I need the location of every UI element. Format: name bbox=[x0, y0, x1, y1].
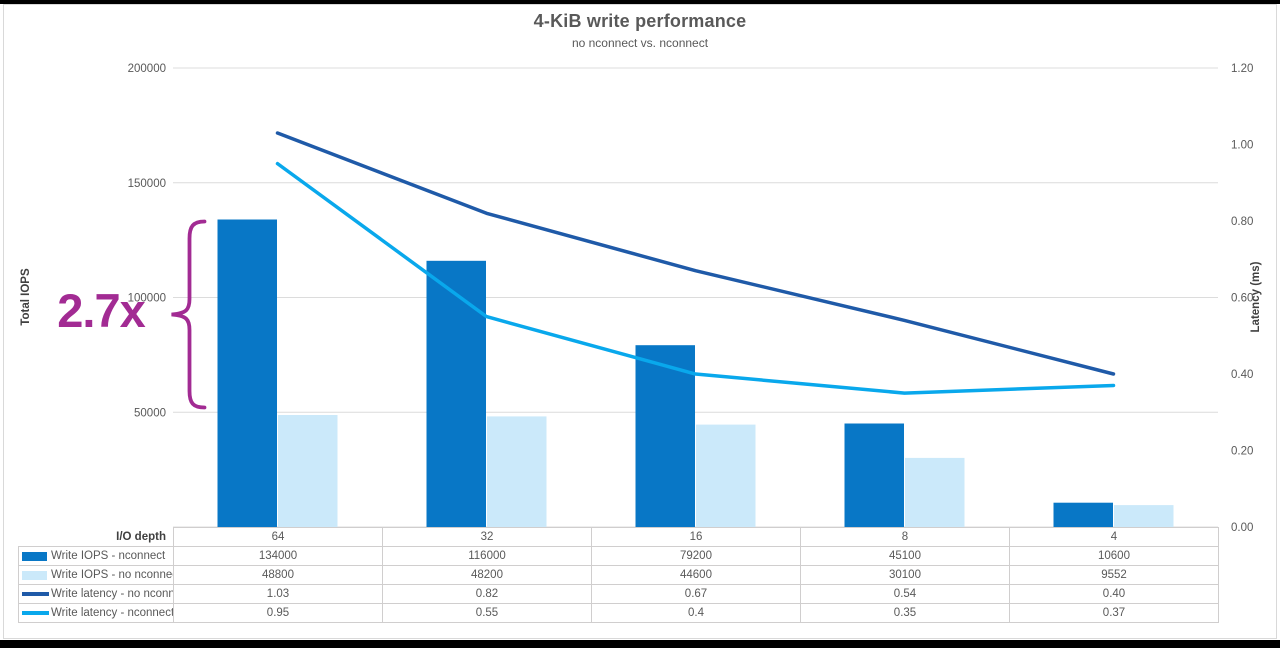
bar-write-iops-nconnect bbox=[635, 345, 695, 527]
right-axis-tick: 1.00 bbox=[1231, 140, 1253, 152]
series-name: Write latency - no nconnect bbox=[51, 588, 173, 600]
series-label-inner: Write IOPS - no nconnect bbox=[22, 567, 174, 584]
series-value: 10600 bbox=[1009, 546, 1219, 566]
series-label: Write latency - no nconnect bbox=[18, 584, 174, 604]
series-label: Write IOPS - no nconnect bbox=[18, 565, 174, 585]
series-value: 0.55 bbox=[382, 603, 592, 623]
left-axis-tick: 100000 bbox=[128, 293, 166, 305]
series-value: 0.82 bbox=[382, 584, 592, 604]
series-value: 48800 bbox=[173, 565, 383, 585]
right-axis-tick: 0.60 bbox=[1231, 293, 1253, 305]
bar-write-iops-no-nconnect bbox=[487, 416, 547, 527]
series-value: 30100 bbox=[800, 565, 1010, 585]
left-axis-tick: 150000 bbox=[128, 178, 166, 190]
legend-line-swatch bbox=[22, 592, 49, 596]
io-depth-header: I/O depth bbox=[18, 527, 174, 547]
right-axis-tick: 0.40 bbox=[1231, 369, 1253, 381]
series-label: Write IOPS - nconnect bbox=[18, 546, 174, 566]
legend-bar-swatch bbox=[22, 551, 47, 561]
series-value: 0.37 bbox=[1009, 603, 1219, 623]
bar-write-iops-no-nconnect bbox=[278, 415, 338, 527]
data-table-container: I/O depth 64 32 16 8 4 Write IOPS - nconnect 13… bbox=[18, 527, 1219, 623]
bottom-black-bar bbox=[0, 640, 1280, 648]
bar-write-iops-nconnect bbox=[1053, 502, 1113, 527]
category-value: 8 bbox=[800, 527, 1010, 547]
chart-subtitle: no nconnect vs. nconnect bbox=[571, 36, 709, 50]
series-value: 0.40 bbox=[1009, 584, 1219, 604]
right-axis-tick: 1.20 bbox=[1231, 63, 1253, 75]
category-value: 32 bbox=[382, 527, 592, 547]
series-value: 0.35 bbox=[800, 603, 1010, 623]
table-header-row: I/O depth 64 32 16 8 4 bbox=[18, 527, 1219, 547]
series-value: 0.95 bbox=[173, 603, 383, 623]
series-value: 45100 bbox=[800, 546, 1010, 566]
series-label-inner: Write latency - nconnect bbox=[22, 605, 174, 622]
series-label: Write latency - nconnect bbox=[18, 603, 174, 623]
category-value: 64 bbox=[173, 527, 383, 547]
series-value: 0.54 bbox=[800, 584, 1010, 604]
top-black-bar bbox=[0, 0, 1280, 4]
multiplier-annotation: 2.7x bbox=[57, 284, 145, 337]
right-axis-tick: 0.80 bbox=[1231, 216, 1253, 228]
table-series-row: Write latency - nconnect 0.95 0.55 0.4 0.35 0… bbox=[18, 603, 1219, 623]
series-label-inner: Write latency - no nconnect bbox=[22, 586, 173, 603]
series-value: 1.03 bbox=[173, 584, 383, 604]
bar-write-iops-nconnect bbox=[217, 219, 277, 527]
series-value: 9552 bbox=[1009, 565, 1219, 585]
series-value: 116000 bbox=[382, 546, 592, 566]
bar-write-iops-nconnect bbox=[844, 423, 904, 527]
category-value: 16 bbox=[591, 527, 801, 547]
multiplier-brace bbox=[171, 219, 207, 410]
table-series-row: Write IOPS - no nconnect 48800 48200 44600 3… bbox=[18, 565, 1219, 585]
right-axis-tick: 0.00 bbox=[1231, 522, 1253, 534]
left-axis-tick: 200000 bbox=[128, 63, 166, 75]
series-value: 48200 bbox=[382, 565, 592, 585]
legend-line-swatch bbox=[22, 611, 49, 615]
line-write-latency-nconnect bbox=[275, 161, 1116, 395]
bar-write-iops-no-nconnect bbox=[1114, 505, 1174, 527]
series-value: 134000 bbox=[173, 546, 383, 566]
series-value: 79200 bbox=[591, 546, 801, 566]
bar-write-iops-no-nconnect bbox=[905, 457, 965, 527]
line-write-latency-no-nconnect bbox=[275, 131, 1116, 376]
bar-write-iops-nconnect bbox=[426, 260, 486, 527]
chart-title: 4-KiB write performance bbox=[533, 11, 747, 31]
bar-write-iops-no-nconnect bbox=[696, 424, 756, 527]
series-value: 44600 bbox=[591, 565, 801, 585]
table-series-row: Write latency - no nconnect1.030.820.670… bbox=[18, 584, 1219, 604]
series-name: Write latency - nconnect bbox=[51, 607, 174, 619]
series-name: Write IOPS - no nconnect bbox=[51, 569, 174, 581]
series-value: 0.4 bbox=[591, 603, 801, 623]
table-series-row: Write IOPS - nconnect 134000 116000 79200 45… bbox=[18, 546, 1219, 566]
left-axis-tick: 50000 bbox=[134, 407, 166, 419]
category-value: 4 bbox=[1009, 527, 1219, 547]
series-label-inner: Write IOPS - nconnect bbox=[22, 548, 173, 565]
chart-data-table: I/O depth 64 32 16 8 4 Write IOPS - nconnect 13… bbox=[18, 527, 1219, 623]
series-value: 0.67 bbox=[591, 584, 801, 604]
legend-bar-swatch bbox=[22, 570, 47, 580]
right-axis-tick: 0.20 bbox=[1231, 446, 1253, 458]
series-name: Write IOPS - nconnect bbox=[51, 550, 166, 562]
